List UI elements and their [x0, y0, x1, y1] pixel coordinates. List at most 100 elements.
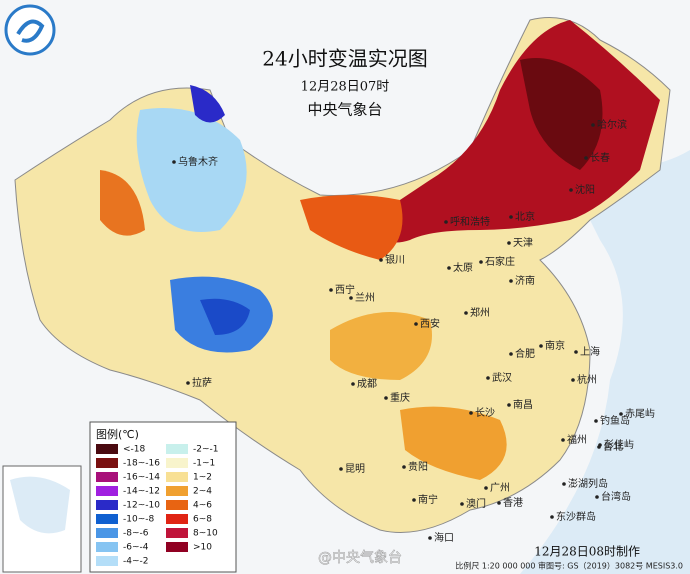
city-dot	[598, 443, 602, 447]
legend: 图例(℃) <-18 -18~-16 -16~-14 -14~-12 -12~-10 -1…	[89, 421, 237, 573]
city-label: 呼和浩特	[450, 216, 490, 228]
city-label: 成都	[357, 378, 377, 390]
city-dot	[595, 495, 599, 499]
cool-core	[200, 298, 250, 335]
city-label: 兰州	[355, 291, 375, 304]
city-dot	[619, 412, 623, 416]
city-dot	[509, 352, 513, 356]
legend-label: -10~-8	[123, 515, 154, 525]
city-dot	[172, 160, 176, 164]
city-dot	[584, 156, 588, 160]
city-dot	[486, 376, 490, 380]
city-label: 西安	[420, 317, 440, 330]
city-dot	[464, 311, 468, 315]
city-label: 海口	[434, 531, 454, 544]
city-label: 银川	[385, 253, 405, 266]
legend-label: -12~-10	[123, 501, 160, 511]
warm-core	[520, 58, 603, 170]
city-dot	[509, 215, 513, 219]
city-dot	[561, 438, 565, 442]
city-label: 长春	[590, 152, 610, 164]
city-dot	[539, 344, 543, 348]
city-label: 澎湖列岛	[568, 477, 608, 490]
legend-label: -1~1	[193, 459, 215, 469]
warm-south	[400, 406, 507, 480]
legend-label: -4~-2	[123, 557, 149, 567]
city-dot	[379, 258, 383, 262]
legend-swatch	[96, 458, 118, 468]
city-label: 福州	[567, 433, 587, 446]
legend-title: 图例(℃)	[96, 427, 139, 441]
city-label: 台北	[603, 440, 623, 453]
city-dot	[571, 378, 575, 382]
legend-swatch	[96, 472, 118, 482]
agency: 中央气象台	[307, 101, 382, 119]
city-dot	[507, 241, 511, 245]
city-dot	[412, 498, 416, 502]
city-dot	[329, 288, 333, 292]
watermark: @中央气象台	[318, 550, 402, 566]
legend-swatch	[96, 486, 118, 496]
legend-swatch	[96, 500, 118, 510]
legend-label: -18~-16	[123, 459, 160, 469]
city-dot	[414, 322, 418, 326]
city-dot	[444, 220, 448, 224]
city-label: 贵阳	[408, 460, 428, 473]
sea	[520, 150, 690, 574]
city-label: 澳门	[466, 497, 486, 510]
city-label: 哈尔滨	[597, 118, 627, 131]
inset-sea	[10, 476, 70, 534]
city-dot	[484, 486, 488, 490]
city-label: 合肥	[515, 347, 535, 360]
city-dot	[591, 123, 595, 127]
city-dot	[574, 350, 578, 354]
legend-label: -6~-4	[123, 543, 149, 553]
city-dot	[550, 515, 554, 519]
city-label: 南京	[545, 339, 565, 352]
legend-swatch	[166, 528, 188, 538]
logo	[4, 4, 56, 56]
city-label: 沈阳	[575, 183, 595, 196]
city-label: 上海	[580, 345, 600, 358]
city-label: 济南	[515, 274, 535, 287]
made-time: 12月28日08时制作	[534, 545, 640, 559]
legend-label: -14~-12	[123, 487, 160, 497]
city-label: 东沙群岛	[556, 510, 596, 523]
legend-swatch	[166, 514, 188, 524]
city-dot	[447, 266, 451, 270]
legend-label: 4~6	[193, 501, 212, 511]
legend-swatch	[166, 486, 188, 496]
city-label: 昆明	[345, 463, 365, 475]
city-label: 杭州	[577, 373, 597, 386]
city-dot	[460, 502, 464, 506]
legend-swatch	[96, 514, 118, 524]
cool-nw	[190, 85, 225, 123]
cool-xinjiang	[136, 108, 247, 232]
city-label: 拉萨	[192, 376, 212, 389]
legend-swatch	[166, 542, 188, 552]
legend-swatch	[166, 500, 188, 510]
scale-note: 比例尺 1:20 000 000 审图号: GS（2019）3082号 MESI…	[455, 561, 683, 571]
city-label: 西宁	[335, 283, 355, 296]
city-dot	[469, 411, 473, 415]
city-label: 长沙	[475, 407, 495, 419]
city-label: 北京	[515, 210, 535, 223]
city-dot	[562, 482, 566, 486]
city-label: 赤尾屿	[625, 408, 655, 420]
city-dot	[497, 501, 501, 505]
city-dot	[507, 403, 511, 407]
legend-swatch	[96, 444, 118, 454]
legend-label: 1~2	[193, 473, 212, 483]
logo-mark	[16, 19, 45, 43]
city-label: 广州	[490, 482, 510, 494]
legend-label: <-18	[123, 445, 146, 455]
city-dot	[569, 188, 573, 192]
city-dot	[479, 260, 483, 264]
city-label: 乌鲁木齐	[178, 155, 218, 168]
city-label: 南昌	[513, 398, 533, 411]
legend-swatch	[166, 458, 188, 468]
city-dot	[349, 296, 353, 300]
legend-swatch	[96, 542, 118, 552]
